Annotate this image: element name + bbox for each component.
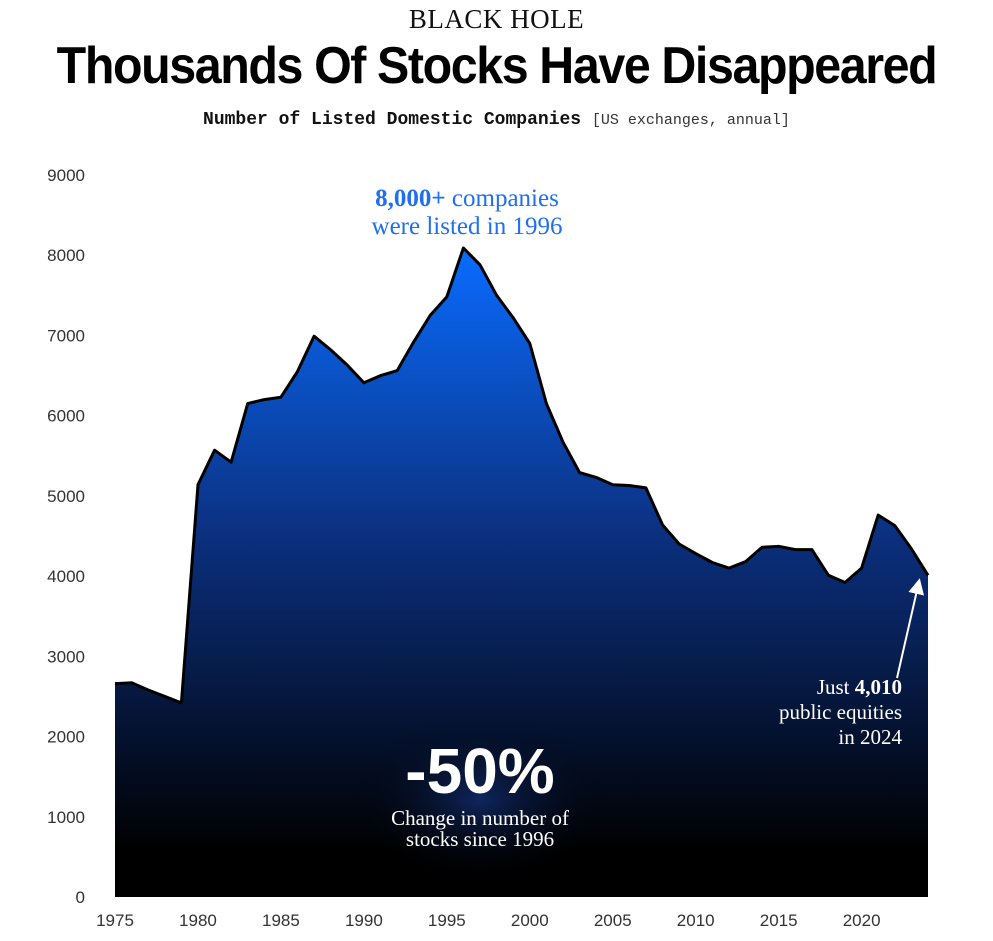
x-tick-label: 2010 [677,911,715,930]
x-tick-label: 1995 [428,911,466,930]
y-tick-label: 9000 [47,166,85,185]
y-tick-label: 1000 [47,808,85,827]
x-tick-label: 2000 [511,911,549,930]
change-glow [350,715,610,885]
x-tick-label: 1980 [179,911,217,930]
change-label-line1: Change in number of [391,806,569,830]
peak-value: 8,000+ [375,185,446,212]
change-value: -50% [405,735,554,807]
end-value: 4,010 [855,675,902,699]
series-line [114,246,930,705]
chart-subtitle: Number of Listed Domestic Companies [US … [0,110,993,130]
chart-title: Thousands Of Stocks Have Disappeared [56,37,938,95]
y-tick-label: 6000 [47,407,85,426]
x-tick-label: 1990 [345,911,383,930]
change-label-line2: stocks since 1996 [406,827,554,851]
chart-kicker: BLACK HOLE [408,4,585,34]
y-tick-label: 3000 [47,647,85,666]
y-tick-label: 4000 [47,567,85,586]
y-tick-label: 8000 [47,246,85,265]
subtitle-note: [US exchanges, annual] [591,112,790,129]
y-tick-label: 5000 [47,487,85,506]
x-tick-label: 1975 [96,911,134,930]
end-annotation-line3: in 2024 [838,725,902,749]
end-annotation-line2: public equities [779,700,902,724]
x-axis: 1975 1980 1985 1990 1995 2000 2005 2010 2015 2020 [96,911,880,930]
subtitle-main: Number of Listed Domestic Companies [203,110,582,130]
peak-annotation-line2: were listed in 1996 [372,213,563,240]
x-tick-label: 2015 [760,911,798,930]
y-tick-label: 2000 [47,728,85,747]
area-fill [115,248,928,897]
x-tick-label: 2020 [843,911,881,930]
end-annotation-arrow [896,578,925,679]
peak-annotation-line1: 8,000+ companies [375,185,559,212]
end-annotation-line1: Just 4,010 [817,675,902,699]
x-tick-label: 2005 [594,911,632,930]
x-tick-label: 1985 [262,911,300,930]
y-tick-label: 7000 [47,326,85,345]
end-prefix: Just [817,675,855,699]
peak-rest: companies [446,185,559,212]
y-axis: 0 1000 2000 3000 4000 5000 6000 7000 8000 9000 [47,166,85,907]
y-tick-label: 0 [76,888,85,907]
